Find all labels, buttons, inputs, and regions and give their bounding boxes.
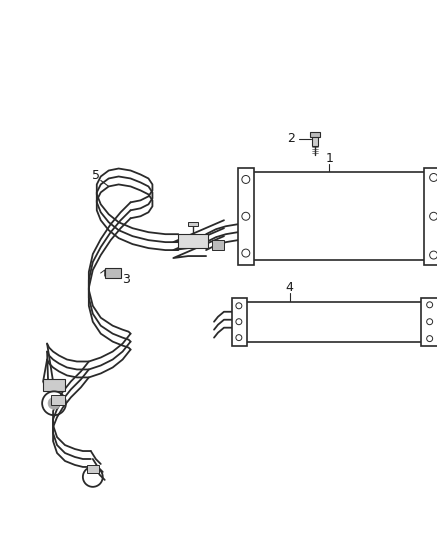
Bar	[188, 222, 198, 226]
Bar	[258, 307, 409, 337]
Text: 1: 1	[325, 152, 333, 165]
Bar	[232, 298, 247, 345]
Circle shape	[48, 397, 60, 409]
Bar	[87, 465, 99, 473]
Bar	[252, 173, 426, 260]
Bar	[212, 240, 224, 250]
Bar	[178, 234, 208, 248]
Bar	[105, 268, 120, 278]
Bar	[260, 179, 418, 254]
Bar	[244, 302, 423, 342]
Text: 3: 3	[122, 273, 130, 286]
Text: 4: 4	[286, 281, 293, 294]
Bar	[424, 167, 438, 265]
Bar	[238, 167, 254, 265]
Bar	[421, 298, 438, 345]
Bar	[311, 132, 320, 136]
Bar	[43, 379, 65, 391]
Text: 2: 2	[288, 132, 296, 145]
Text: 5: 5	[92, 169, 100, 182]
Bar	[312, 136, 318, 146]
Bar	[51, 395, 65, 405]
